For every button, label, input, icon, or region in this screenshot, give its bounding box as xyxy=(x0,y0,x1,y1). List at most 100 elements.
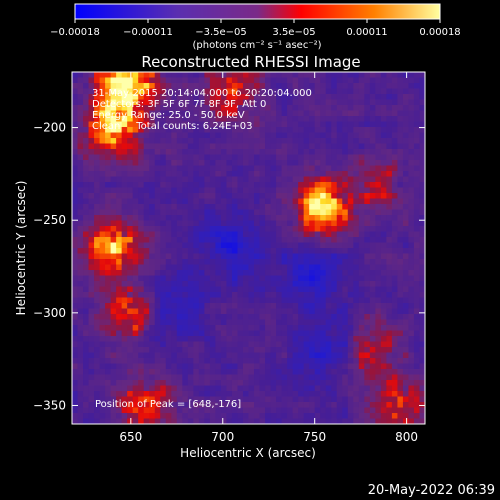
heatmap-cell xyxy=(259,72,266,78)
heatmap-cell xyxy=(242,99,249,106)
heatmap-cell xyxy=(154,248,161,254)
heatmap-cell xyxy=(386,204,393,210)
heatmap-cell xyxy=(94,303,100,309)
heatmap-cell xyxy=(248,407,255,414)
heatmap-cell xyxy=(276,215,282,221)
heatmap-cell xyxy=(72,204,78,210)
heatmap-cell xyxy=(160,138,167,144)
heatmap-cell xyxy=(292,149,299,155)
heatmap-cell xyxy=(143,105,150,111)
heatmap-cell xyxy=(94,165,100,172)
heatmap-cell xyxy=(336,347,343,353)
heatmap-cell xyxy=(182,352,189,359)
heatmap-cell xyxy=(187,176,194,183)
heatmap-cell xyxy=(303,385,310,392)
heatmap-cell xyxy=(237,226,244,232)
heatmap-cell xyxy=(237,407,244,414)
heatmap-cell xyxy=(121,253,128,260)
heatmap-cell xyxy=(231,374,238,381)
heatmap-cell xyxy=(132,363,139,370)
heatmap-cell xyxy=(380,105,387,111)
heatmap-cell xyxy=(154,99,161,106)
heatmap-cell xyxy=(72,215,78,221)
heatmap-cell xyxy=(364,275,371,282)
heatmap-cell xyxy=(127,413,134,419)
heatmap-cell xyxy=(314,77,321,84)
heatmap-cell xyxy=(342,209,349,216)
heatmap-cell xyxy=(209,110,216,117)
heatmap-cell xyxy=(353,83,360,89)
heatmap-cell xyxy=(314,275,321,282)
heatmap-cell xyxy=(369,275,376,282)
heatmap-cell xyxy=(94,352,100,359)
heatmap-cell xyxy=(193,88,200,95)
heatmap-cell xyxy=(209,374,216,381)
heatmap-cell xyxy=(342,204,349,210)
heatmap-cell xyxy=(402,182,409,188)
heatmap-cell xyxy=(303,72,310,78)
heatmap-cell xyxy=(309,396,316,403)
heatmap-cell xyxy=(176,253,183,260)
heatmap-cell xyxy=(160,72,167,78)
heatmap-cell xyxy=(242,88,249,95)
heatmap-cell xyxy=(154,369,161,375)
heatmap-cell xyxy=(149,143,156,150)
heatmap-cell xyxy=(281,418,288,425)
heatmap-cell xyxy=(298,171,305,177)
heatmap-cell xyxy=(347,418,354,425)
heatmap-cell xyxy=(226,138,233,144)
heatmap-cell xyxy=(331,121,338,128)
heatmap-cell xyxy=(121,110,128,117)
heatmap-cell xyxy=(226,391,233,397)
heatmap-cell xyxy=(88,385,95,392)
heatmap-cell xyxy=(342,396,349,403)
heatmap-cell xyxy=(270,259,277,265)
heatmap-cell xyxy=(94,275,100,282)
heatmap-cell xyxy=(391,226,398,232)
heatmap-cell xyxy=(171,264,178,271)
heatmap-cell xyxy=(353,127,360,133)
heatmap-cell xyxy=(325,88,332,95)
heatmap-cell xyxy=(88,391,95,397)
heatmap-cell xyxy=(369,94,376,100)
heatmap-cell xyxy=(209,253,216,260)
heatmap-cell xyxy=(397,253,404,260)
heatmap-cell xyxy=(336,110,343,117)
heatmap-cell xyxy=(121,352,128,359)
heatmap-cell xyxy=(121,242,128,249)
heatmap-cell xyxy=(160,275,167,282)
heatmap-cell xyxy=(215,242,222,249)
heatmap-cell xyxy=(99,149,106,155)
heatmap-cell xyxy=(265,358,271,364)
heatmap-cell xyxy=(270,182,277,188)
heatmap-cell xyxy=(116,99,123,106)
heatmap-cell xyxy=(94,413,100,419)
heatmap-cell xyxy=(325,259,332,265)
heatmap-cell xyxy=(254,341,260,348)
heatmap-cell xyxy=(193,220,200,227)
heatmap-cell xyxy=(226,88,233,95)
heatmap-cell xyxy=(270,231,277,238)
heatmap-cell xyxy=(132,336,139,342)
heatmap-cell xyxy=(402,138,409,144)
heatmap-cell xyxy=(248,231,255,238)
heatmap-cell xyxy=(220,248,227,254)
heatmap-cell xyxy=(72,72,78,78)
heatmap-cell xyxy=(347,83,354,89)
heatmap-cell xyxy=(419,77,426,84)
heatmap-cell xyxy=(171,303,178,309)
heatmap-cell xyxy=(220,352,227,359)
heatmap-cell xyxy=(281,363,288,370)
heatmap-cell xyxy=(165,77,172,84)
heatmap-cell xyxy=(187,259,194,265)
heatmap-cell xyxy=(397,363,404,370)
heatmap-cell xyxy=(270,110,277,117)
heatmap-cell xyxy=(303,198,310,205)
heatmap-cell xyxy=(149,193,156,199)
heatmap-cell xyxy=(281,275,288,282)
heatmap-cell xyxy=(198,149,205,155)
heatmap-cell xyxy=(281,402,288,408)
heatmap-cell xyxy=(143,308,150,315)
heatmap-cell xyxy=(99,99,106,106)
heatmap-cell xyxy=(215,396,222,403)
